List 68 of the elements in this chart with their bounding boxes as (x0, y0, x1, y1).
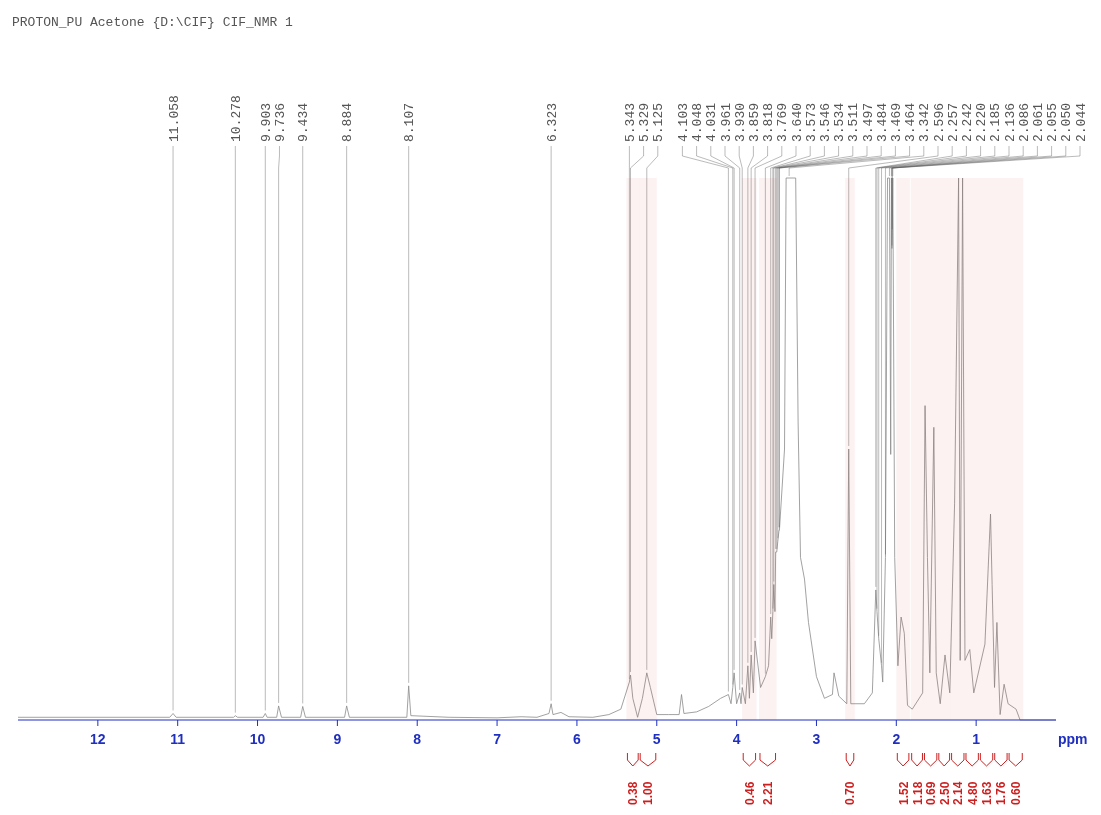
annotation: 3.769 (775, 102, 791, 142)
annotation: 3.930 (732, 102, 748, 142)
annotation: 3.961 (718, 102, 734, 142)
band-label: 1.52 (896, 781, 911, 805)
annotation: 2.242 (959, 102, 975, 142)
annotation: 5.329 (637, 102, 653, 142)
annotation: 9.434 (296, 102, 312, 142)
x-tick-label: 2 (892, 731, 901, 747)
band-label: 2.50 (937, 781, 952, 805)
annotation: 8.884 (340, 102, 356, 142)
chart-title: PROTON_PU Acetone {D:\CIF} CIF_NMR 1 (12, 15, 294, 30)
band-label: 0.70 (843, 781, 858, 805)
annotation: 3.342 (917, 102, 933, 142)
annotation: 3.497 (860, 102, 876, 142)
band-label: 2.14 (951, 781, 966, 805)
x-tick-label: 11 (170, 731, 186, 747)
x-tick-label: 12 (90, 731, 106, 747)
annotation: 2.596 (931, 102, 947, 142)
annotation: 3.511 (846, 102, 862, 142)
annotation: 5.125 (651, 102, 667, 142)
band-label: 0.46 (742, 781, 757, 805)
annotation: 3.464 (903, 102, 919, 142)
x-tick-label: 8 (413, 731, 422, 747)
x-tick-label: 6 (573, 731, 582, 747)
annotation: 2.257 (945, 102, 961, 142)
x-tick-label: 9 (333, 731, 342, 747)
x-tick-label: 7 (493, 731, 502, 747)
band-label: 0.69 (924, 781, 939, 805)
annotation: 2.055 (1045, 102, 1061, 142)
band-label: 1.63 (980, 781, 995, 805)
annotation: 3.546 (817, 102, 833, 142)
annotation: 3.469 (888, 102, 904, 142)
annotation: 6.323 (544, 102, 560, 142)
annotation: 4.048 (690, 102, 706, 142)
x-tick-label: 5 (652, 731, 661, 747)
x-tick-label: 1 (972, 731, 981, 747)
annotation: 3.534 (832, 102, 848, 142)
x-tick-label: 4 (732, 731, 741, 747)
annotation: 2.044 (1073, 102, 1089, 142)
band-label: 2.21 (761, 781, 776, 805)
band-label: 1.18 (910, 781, 925, 805)
annotation: 3.859 (746, 102, 762, 142)
annotation: 4.031 (704, 102, 720, 142)
annotation: 2.220 (974, 102, 990, 142)
annotation: 9.736 (272, 102, 288, 142)
band-label: 4.80 (965, 781, 980, 805)
band-label: 1.00 (641, 781, 656, 805)
annotation: 2.061 (1030, 102, 1046, 142)
annotation: 2.050 (1059, 102, 1075, 142)
annotation: 3.573 (803, 102, 819, 142)
annotation: 3.484 (874, 102, 890, 142)
annotation: 3.640 (789, 102, 805, 142)
annotation: 2.136 (1002, 102, 1018, 142)
annotation: 3.818 (761, 102, 777, 142)
band-label: 0.38 (626, 781, 641, 805)
x-tick-label: 3 (812, 731, 821, 747)
annotation: 4.103 (675, 102, 691, 142)
annotation: 9.903 (258, 102, 274, 142)
annotation: 11.058 (166, 95, 182, 142)
band-label: 1.76 (994, 781, 1009, 805)
annotation: 5.343 (622, 102, 638, 142)
band-label: 0.60 (1009, 781, 1024, 805)
x-axis-title: ppm (1058, 731, 1088, 747)
annotation: 2.086 (1016, 102, 1032, 142)
x-tick-label: 10 (249, 731, 266, 747)
annotation: 10.278 (228, 95, 244, 142)
annotation: 2.185 (988, 102, 1004, 142)
annotation: 8.107 (402, 102, 418, 142)
